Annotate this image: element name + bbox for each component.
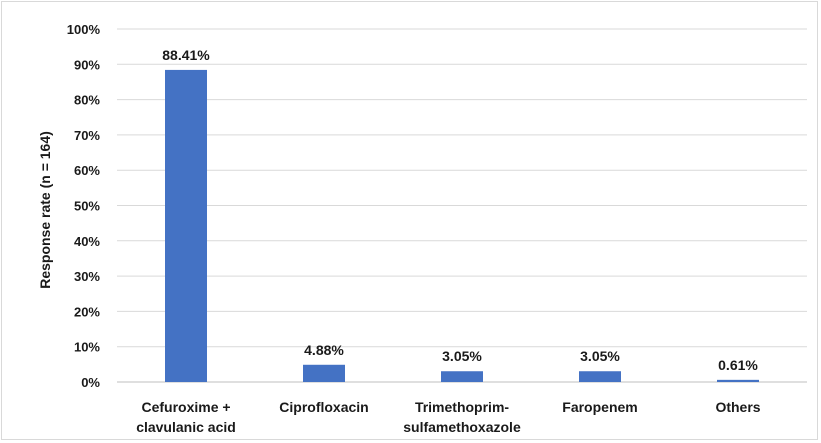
data-label: 3.05% (580, 348, 620, 364)
bar (441, 371, 483, 382)
x-category-label-line: Faropenem (562, 399, 637, 415)
bar (165, 69, 207, 383)
y-tick-label: 50% (74, 199, 100, 214)
x-category-label: Faropenem (562, 399, 637, 415)
x-category-label-line: sulfamethoxazole (403, 419, 521, 435)
data-label: 4.88% (304, 342, 344, 358)
data-label: 3.05% (442, 348, 482, 364)
data-label: 0.61% (718, 357, 758, 373)
bar (579, 371, 621, 382)
y-axis-ticks: 0% 10% 20% 30% 40% 50% 60% 70% 80% 90% 100% (67, 22, 101, 390)
y-tick-label: 40% (74, 234, 100, 249)
x-category-label-line: clavulanic acid (136, 419, 236, 435)
gridlines (117, 28, 807, 383)
bars (165, 69, 759, 383)
bar (303, 364, 345, 382)
y-tick-label: 60% (74, 163, 100, 178)
x-axis-categories: Cefuroxime + clavulanic acid Ciprofloxacin… (136, 399, 761, 435)
y-tick-label: 0% (81, 375, 100, 390)
y-tick-label: 70% (74, 128, 100, 143)
bar (717, 379, 759, 382)
x-category-label: Others (715, 399, 760, 415)
y-axis-label: Response rate (n = 164) (37, 131, 53, 289)
y-tick-label: 30% (74, 269, 100, 284)
x-category-label: Ciprofloxacin (279, 399, 368, 415)
y-tick-label: 90% (74, 57, 100, 72)
x-category-label-line: Cefuroxime + (141, 399, 230, 415)
data-labels: 88.41% 4.88% 3.05% 3.05% 0.61% (162, 47, 758, 373)
y-tick-label: 100% (67, 22, 101, 37)
y-tick-label: 80% (74, 93, 100, 108)
data-label: 88.41% (162, 47, 210, 63)
x-category-label-line: Ciprofloxacin (279, 399, 368, 415)
x-category-label-line: Others (715, 399, 760, 415)
y-tick-label: 20% (74, 304, 100, 319)
y-tick-label: 10% (74, 340, 100, 355)
x-category-label: Cefuroxime + clavulanic acid (136, 399, 236, 435)
x-category-label: Trimethoprim-sulfamethoxazole (403, 399, 521, 435)
x-category-label-line: Trimethoprim- (415, 399, 509, 415)
